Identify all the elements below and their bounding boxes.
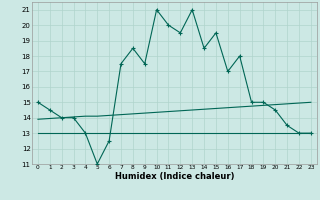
- X-axis label: Humidex (Indice chaleur): Humidex (Indice chaleur): [115, 172, 234, 181]
